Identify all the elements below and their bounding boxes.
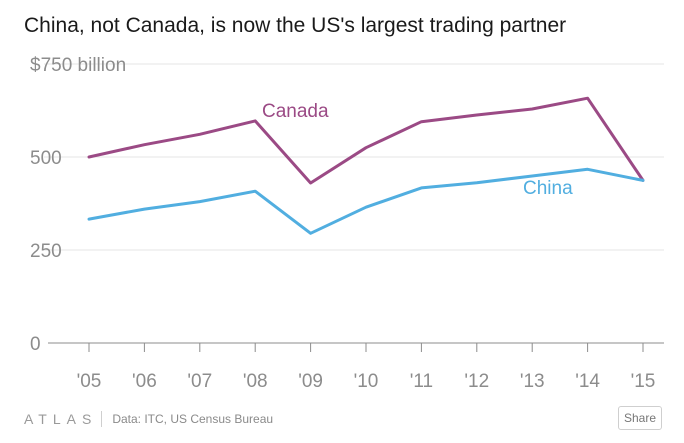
x-tick-label: '09 — [298, 371, 323, 392]
footer-divider — [101, 411, 103, 427]
series-label-china: China — [523, 178, 573, 199]
y-tick-label: $750 billion — [30, 55, 126, 76]
x-tick-label: '14 — [575, 371, 600, 392]
series-labels: Canada China — [262, 101, 573, 199]
x-tick-label: '10 — [354, 371, 379, 392]
source-note: Data: ITC, US Census Bureau — [112, 412, 274, 426]
gridlines — [44, 63, 664, 344]
x-tick-label: '13 — [520, 371, 545, 392]
y-tick-label: 500 — [30, 148, 62, 169]
y-tick-label: 250 — [30, 241, 62, 262]
x-tick-label: '08 — [243, 371, 268, 392]
series-lines — [87, 96, 645, 235]
x-tick-label: '06 — [132, 371, 157, 392]
y-tick-label: 0 — [30, 334, 41, 355]
atlas-logo[interactable]: ATLAS — [24, 411, 98, 427]
x-tick-label: '07 — [187, 371, 212, 392]
footer: ATLAS Data: ITC, US Census Bureau — [24, 408, 273, 430]
x-axis-ticks: '05 '06 '07 '08 '09 '10 '11 '12 '13 '14 '15 — [77, 343, 656, 392]
x-tick-label: '11 — [410, 371, 433, 392]
x-tick-label: '12 — [464, 371, 489, 392]
series-line-canada — [87, 96, 645, 185]
share-button[interactable]: Share — [618, 406, 662, 430]
chart-title: China, not Canada, is now the US's large… — [24, 14, 567, 37]
series-line-china — [87, 167, 645, 235]
x-tick-label: '15 — [631, 371, 656, 392]
y-axis-ticks: 0 250 500 $750 billion — [30, 55, 126, 355]
series-label-canada: Canada — [262, 101, 329, 122]
x-tick-label: '05 — [77, 371, 102, 392]
